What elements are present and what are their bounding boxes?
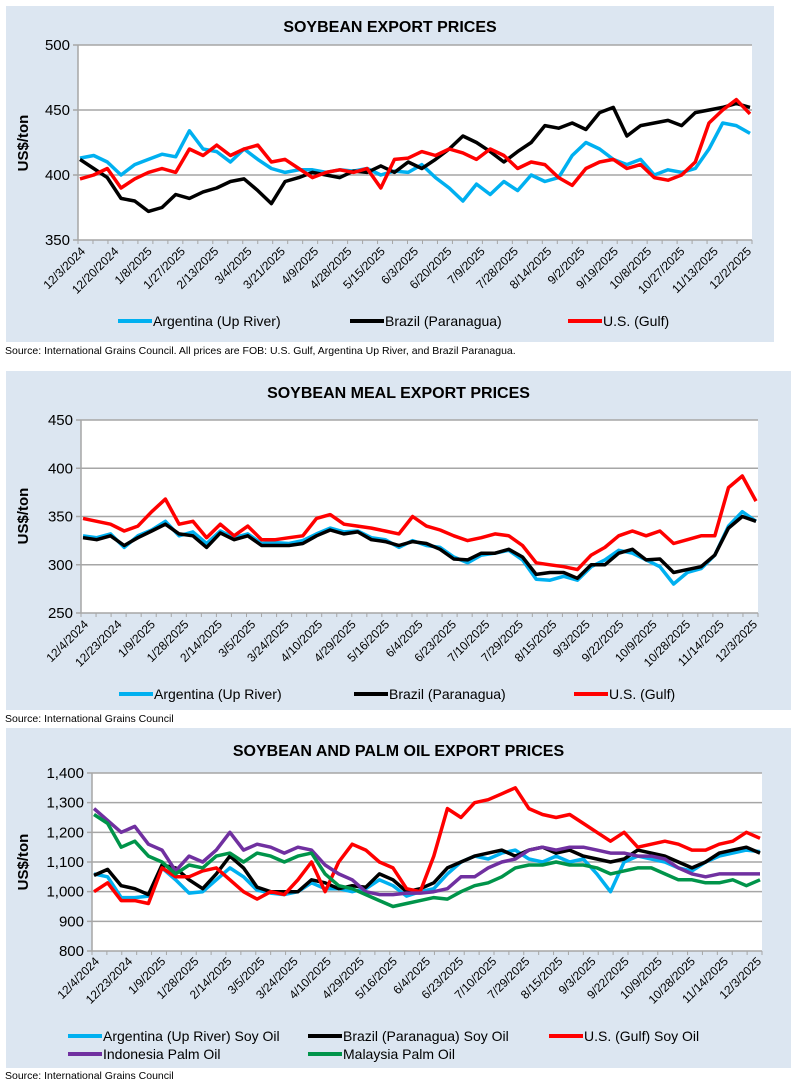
series-line-u-s-gulf-soy-oil bbox=[93, 786, 761, 906]
legend-swatch bbox=[354, 692, 388, 696]
legend-label: Malaysia Palm Oil bbox=[343, 1046, 456, 1062]
legend-item: U.S. (Gulf) bbox=[574, 686, 675, 702]
y-tick-label: 300 bbox=[48, 557, 73, 574]
y-tick-label: 500 bbox=[45, 37, 70, 54]
y-axis-title: US$/ton bbox=[15, 834, 32, 891]
chart-title: SOYBEAN EXPORT PRICES bbox=[283, 19, 497, 36]
legend-swatch bbox=[308, 1052, 342, 1056]
source-note: Source: International Grains Council bbox=[5, 713, 174, 725]
y-tick-label: 900 bbox=[59, 913, 84, 930]
legend-item: Indonesia Palm Oil bbox=[68, 1046, 221, 1062]
series-line-brazil-paranagua bbox=[79, 101, 751, 214]
source-note: Source: International Grains Council. Al… bbox=[5, 345, 516, 357]
legend-swatch bbox=[118, 319, 152, 323]
y-tick-label: 1,200 bbox=[46, 824, 84, 841]
legend-label: Brazil (Paranagua) Soy Oil bbox=[343, 1028, 509, 1044]
legend-swatch bbox=[308, 1034, 342, 1038]
legend-label: Argentina (Up River) bbox=[154, 686, 282, 702]
legend-item: Brazil (Paranagua) bbox=[350, 313, 502, 329]
y-tick-label: 350 bbox=[45, 232, 70, 249]
series-line-argentina-up-river-soy-oil bbox=[93, 848, 761, 900]
legend-item: U.S. (Gulf) bbox=[568, 313, 669, 329]
y-tick-label: 450 bbox=[48, 412, 73, 429]
legend-item: Brazil (Paranagua) bbox=[354, 686, 506, 702]
y-tick-label: 250 bbox=[48, 605, 73, 622]
series-line-malaysia-palm-oil bbox=[93, 813, 761, 909]
legend-label: Indonesia Palm Oil bbox=[103, 1046, 221, 1062]
series-line-brazil-paranagua bbox=[82, 514, 757, 581]
chart-title: SOYBEAN MEAL EXPORT PRICES bbox=[267, 385, 530, 402]
y-tick-label: 800 bbox=[59, 943, 84, 960]
legend-swatch bbox=[68, 1034, 102, 1038]
series-line-u-s-gulf bbox=[82, 474, 758, 572]
series-line-brazil-paranagua-soy-oil bbox=[93, 845, 761, 897]
y-tick-label: 1,300 bbox=[46, 795, 84, 812]
legend-swatch bbox=[68, 1052, 102, 1056]
y-tick-label: 400 bbox=[48, 460, 73, 477]
y-tick-label: 450 bbox=[45, 102, 70, 119]
series-line-u-s-gulf bbox=[79, 97, 752, 190]
legend-label: Brazil (Paranagua) bbox=[385, 313, 502, 329]
y-tick-label: 400 bbox=[45, 167, 70, 184]
y-axis-title: US$/ton bbox=[15, 115, 32, 172]
legend-swatch bbox=[574, 692, 608, 696]
y-tick-label: 1,100 bbox=[46, 854, 84, 871]
y-tick-label: 1,400 bbox=[46, 765, 84, 782]
legend-item: Malaysia Palm Oil bbox=[308, 1046, 455, 1062]
legend-label: U.S. (Gulf) bbox=[603, 313, 670, 329]
y-tick-label: 350 bbox=[48, 509, 73, 526]
legend-swatch bbox=[568, 319, 602, 323]
y-axis-title: US$/ton bbox=[15, 488, 32, 545]
legend-label: Argentina (Up River) bbox=[153, 313, 281, 329]
series-line-indonesia-palm-oil bbox=[92, 807, 760, 897]
legend-label: Brazil (Paranagua) bbox=[389, 686, 506, 702]
legend-item: Argentina (Up River) Soy Oil bbox=[68, 1028, 280, 1044]
legend-swatch bbox=[350, 319, 384, 323]
legend-swatch bbox=[119, 692, 153, 696]
legend-item: Argentina (Up River) bbox=[118, 313, 281, 329]
legend-item: Brazil (Paranagua) Soy Oil bbox=[308, 1028, 509, 1044]
legend-label: Argentina (Up River) Soy Oil bbox=[103, 1028, 280, 1044]
chart-title: SOYBEAN AND PALM OIL EXPORT PRICES bbox=[232, 743, 565, 760]
plot-area bbox=[78, 45, 752, 240]
legend-swatch bbox=[549, 1034, 583, 1038]
legend-item: Argentina (Up River) bbox=[119, 686, 282, 702]
legend-item: U.S. (Gulf) Soy Oil bbox=[549, 1028, 699, 1044]
legend-label: U.S. (Gulf) Soy Oil bbox=[584, 1028, 700, 1044]
series-line-argentina-up-river bbox=[79, 121, 751, 203]
legend-label: U.S. (Gulf) bbox=[609, 686, 676, 702]
source-note: Source: International Grains Council bbox=[5, 1070, 174, 1082]
y-tick-label: 1,000 bbox=[46, 884, 84, 901]
